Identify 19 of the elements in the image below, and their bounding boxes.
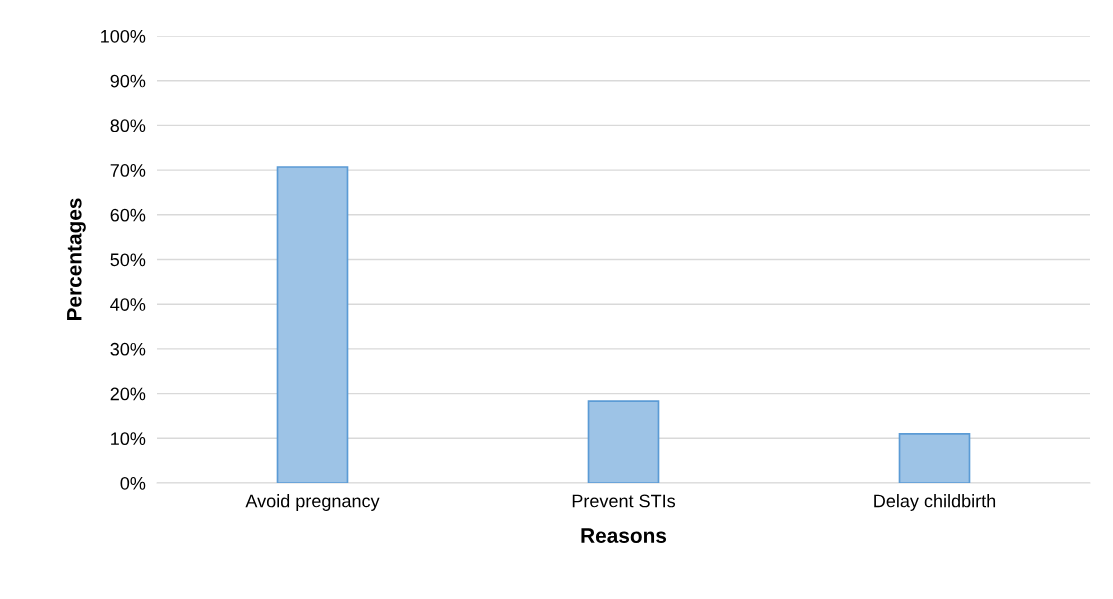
- y-tick-label: 20%: [110, 387, 146, 401]
- y-tick-label: 70%: [110, 164, 146, 177]
- x-tick-label: Delay childbirth: [874, 494, 996, 511]
- y-tick-label: 30%: [110, 342, 146, 356]
- y-tick-label: 60%: [110, 208, 146, 222]
- y-tick-label: 40%: [110, 298, 146, 311]
- y-tick-label: 10%: [111, 432, 146, 446]
- y-axis-title: Percentages: [67, 198, 86, 321]
- x-tick-label: Avoid pregnancy: [245, 494, 380, 511]
- y-tick-label: 100%: [101, 29, 146, 43]
- x-axis-title: Reasons: [581, 528, 667, 543]
- y-tick-label: 90%: [110, 74, 146, 88]
- bar: [276, 166, 349, 483]
- y-tick-label: 50%: [110, 253, 146, 267]
- x-tick-label: Prevent STIs: [572, 494, 676, 508]
- y-tick-label: 0%: [120, 476, 146, 490]
- bar: [898, 432, 971, 483]
- bar: [587, 400, 660, 483]
- y-tick-label: 80%: [110, 119, 146, 133]
